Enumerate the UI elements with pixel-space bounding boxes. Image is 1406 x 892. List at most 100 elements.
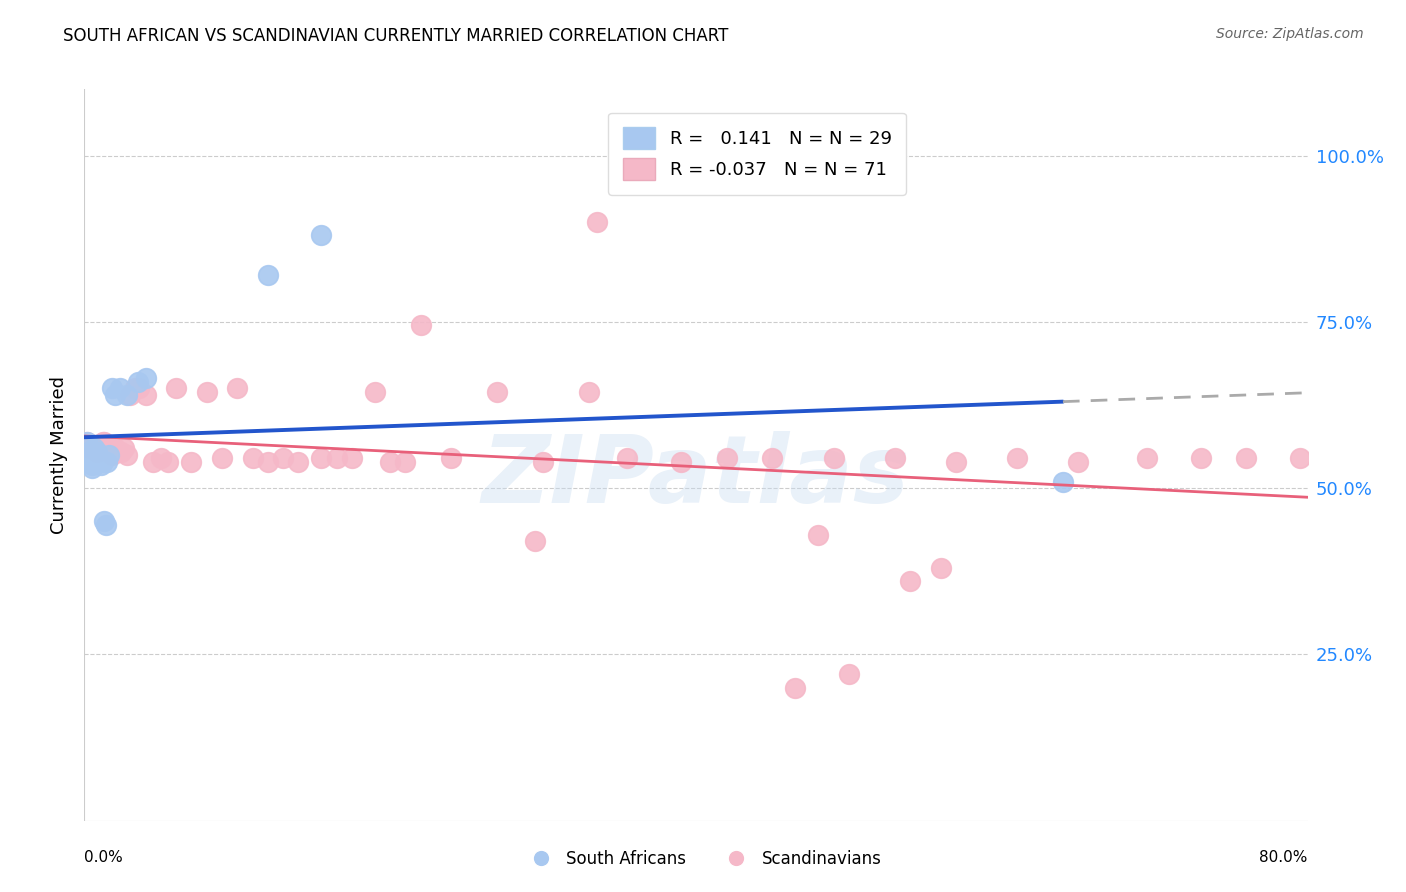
- Point: [84, 438, 107, 452]
- Point: [93, 515, 115, 529]
- Point: [76, 434, 98, 449]
- Point: [86, 444, 108, 458]
- Point: [97, 448, 120, 462]
- Point: [107, 444, 129, 458]
- Point: [79, 454, 101, 468]
- Text: ZIPatlas: ZIPatlas: [482, 431, 910, 523]
- Point: [108, 381, 131, 395]
- Point: [127, 375, 149, 389]
- Point: [93, 434, 115, 449]
- Point: [340, 451, 363, 466]
- Point: [80, 461, 103, 475]
- Point: [83, 448, 105, 462]
- Point: [94, 517, 117, 532]
- Point: [440, 451, 463, 466]
- Point: [91, 454, 114, 468]
- Point: [90, 442, 112, 456]
- Point: [311, 451, 333, 466]
- Point: [149, 451, 172, 466]
- Legend: R =   0.141   N = N = 29, R = -0.037   N = N = 71: R = 0.141 N = N = 29, R = -0.037 N = N =…: [609, 113, 905, 194]
- Point: [79, 451, 101, 466]
- Point: [669, 454, 692, 468]
- Point: [124, 381, 146, 395]
- Point: [97, 444, 120, 458]
- Point: [1005, 451, 1028, 466]
- Point: [524, 534, 547, 549]
- Point: [115, 388, 138, 402]
- Point: [128, 381, 150, 395]
- Point: [120, 388, 142, 402]
- Point: [1236, 451, 1258, 466]
- Point: [89, 451, 111, 466]
- Point: [104, 388, 127, 402]
- Point: [94, 442, 117, 456]
- Point: [585, 215, 607, 229]
- Point: [898, 574, 921, 589]
- Point: [883, 451, 905, 466]
- Point: [1189, 451, 1212, 466]
- Point: [364, 384, 387, 399]
- Point: [807, 527, 830, 541]
- Point: [486, 384, 509, 399]
- Point: [77, 444, 100, 458]
- Point: [96, 454, 118, 468]
- Point: [110, 444, 132, 458]
- Point: [80, 458, 103, 472]
- Point: [287, 454, 309, 468]
- Text: 0.0%: 0.0%: [84, 850, 124, 865]
- Point: [101, 381, 124, 395]
- Point: [409, 318, 432, 333]
- Point: [87, 454, 110, 468]
- Text: 80.0%: 80.0%: [1260, 850, 1308, 865]
- Point: [1289, 451, 1312, 466]
- Point: [142, 454, 165, 468]
- Point: [531, 454, 554, 468]
- Point: [311, 228, 333, 243]
- Point: [77, 438, 100, 452]
- Point: [823, 451, 845, 466]
- Point: [104, 442, 127, 456]
- Point: [257, 454, 280, 468]
- Point: [165, 381, 187, 395]
- Point: [394, 454, 416, 468]
- Point: [86, 444, 108, 458]
- Point: [96, 442, 118, 456]
- Point: [1327, 451, 1350, 466]
- Y-axis label: Currently Married: Currently Married: [49, 376, 67, 534]
- Point: [1136, 451, 1159, 466]
- Point: [271, 451, 294, 466]
- Point: [242, 451, 264, 466]
- Point: [945, 454, 967, 468]
- Point: [226, 381, 249, 395]
- Point: [929, 561, 952, 575]
- Point: [211, 451, 233, 466]
- Point: [157, 454, 180, 468]
- Point: [716, 451, 738, 466]
- Point: [325, 451, 347, 466]
- Point: [1067, 454, 1090, 468]
- Point: [98, 442, 121, 456]
- Legend: South Africans, Scandinavians: South Africans, Scandinavians: [517, 844, 889, 875]
- Point: [80, 438, 103, 452]
- Point: [578, 384, 600, 399]
- Point: [89, 454, 111, 468]
- Point: [83, 442, 105, 456]
- Point: [195, 384, 218, 399]
- Point: [90, 458, 112, 472]
- Point: [103, 444, 125, 458]
- Point: [257, 268, 280, 283]
- Point: [84, 451, 107, 466]
- Point: [135, 388, 157, 402]
- Point: [76, 434, 98, 449]
- Point: [79, 442, 101, 456]
- Point: [616, 451, 638, 466]
- Point: [89, 438, 111, 452]
- Point: [86, 454, 108, 468]
- Point: [83, 442, 105, 456]
- Point: [101, 448, 124, 462]
- Point: [87, 442, 110, 456]
- Point: [115, 448, 138, 462]
- Point: [91, 434, 114, 449]
- Point: [785, 681, 807, 695]
- Point: [112, 442, 135, 456]
